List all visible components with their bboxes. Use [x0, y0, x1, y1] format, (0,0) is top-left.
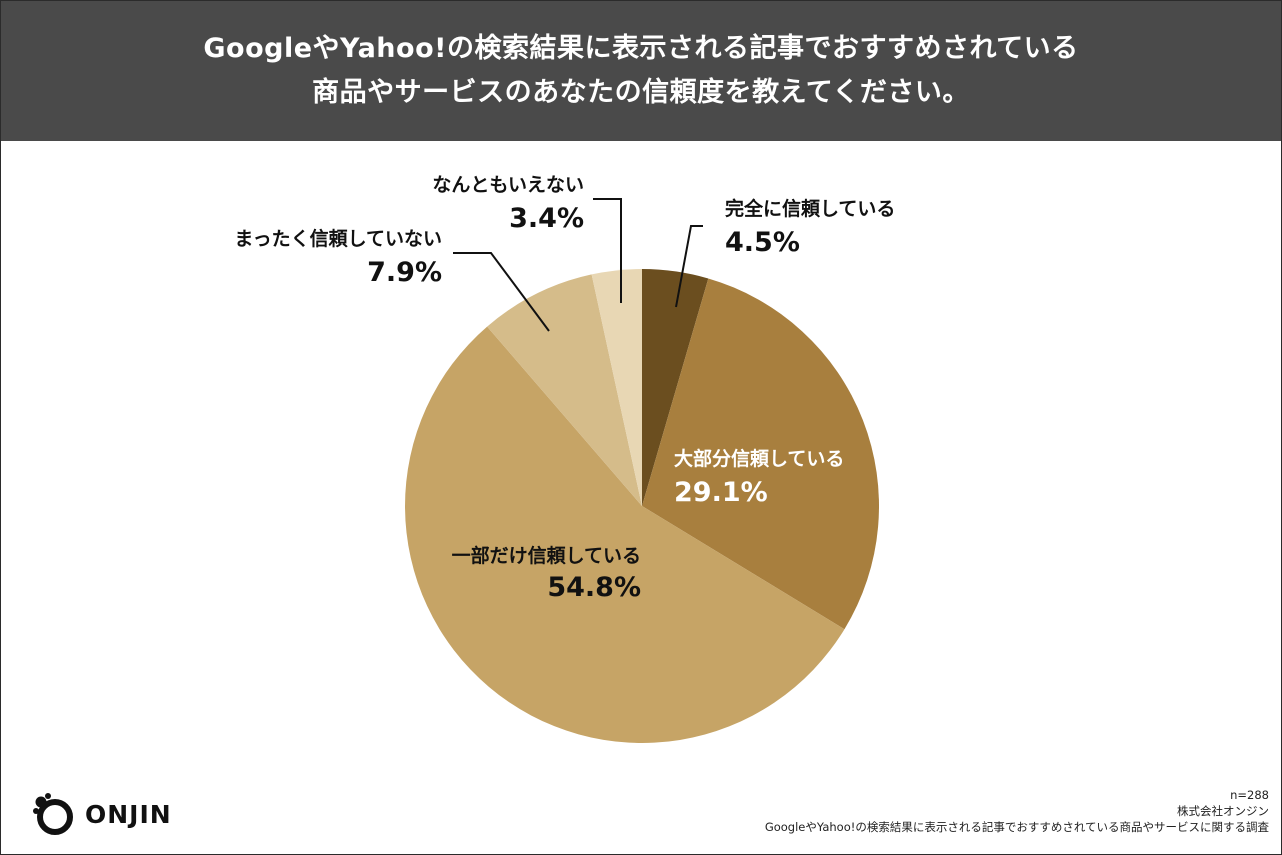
pie-slice [642, 269, 709, 506]
sample-size: n=288 [1230, 788, 1269, 802]
survey-name: GoogleやYahoo!の検索結果に表示される記事でおすすめされている商品やサ… [764, 820, 1269, 834]
slice-label: まったく信頼していない [234, 227, 442, 250]
slice-label: 大部分信頼している [674, 447, 844, 470]
leader-line [453, 252, 550, 332]
title-line-1: GoogleやYahoo!の検索結果に表示される記事でおすすめされている [203, 33, 1079, 64]
leader-line [675, 225, 703, 308]
footer-notes: n=288 株式会社オンジン GoogleやYahoo!の検索結果に表示される記… [765, 787, 1269, 835]
pie-slice [591, 269, 642, 506]
slice-label: 完全に信頼している [725, 197, 895, 220]
company-name: 株式会社オンジン [1177, 804, 1269, 818]
onjin-logo-icon [33, 793, 73, 835]
slice-label: なんともいえない [432, 174, 584, 196]
pie-slice [487, 274, 642, 506]
leader-line [593, 198, 622, 303]
pie-slice [642, 278, 880, 630]
title-line-2: 商品やサービスのあなたの信頼度を教えてください。 [312, 77, 970, 108]
slice-value-label: 4.5% [725, 227, 800, 258]
title-banner: GoogleやYahoo!の検索結果に表示される記事でおすすめされている 商品や… [1, 1, 1281, 141]
slice-value-label: 29.1% [674, 477, 768, 508]
slice-value-label: 54.8% [547, 572, 641, 603]
logo-text: ONJIN [85, 799, 172, 829]
onjin-logo: ONJIN [31, 791, 172, 837]
pie-slice [405, 326, 845, 743]
slice-label: 一部だけ信頼している [452, 544, 641, 567]
slice-value-label: 7.9% [367, 257, 442, 288]
slice-value-label: 3.4% [509, 203, 584, 234]
